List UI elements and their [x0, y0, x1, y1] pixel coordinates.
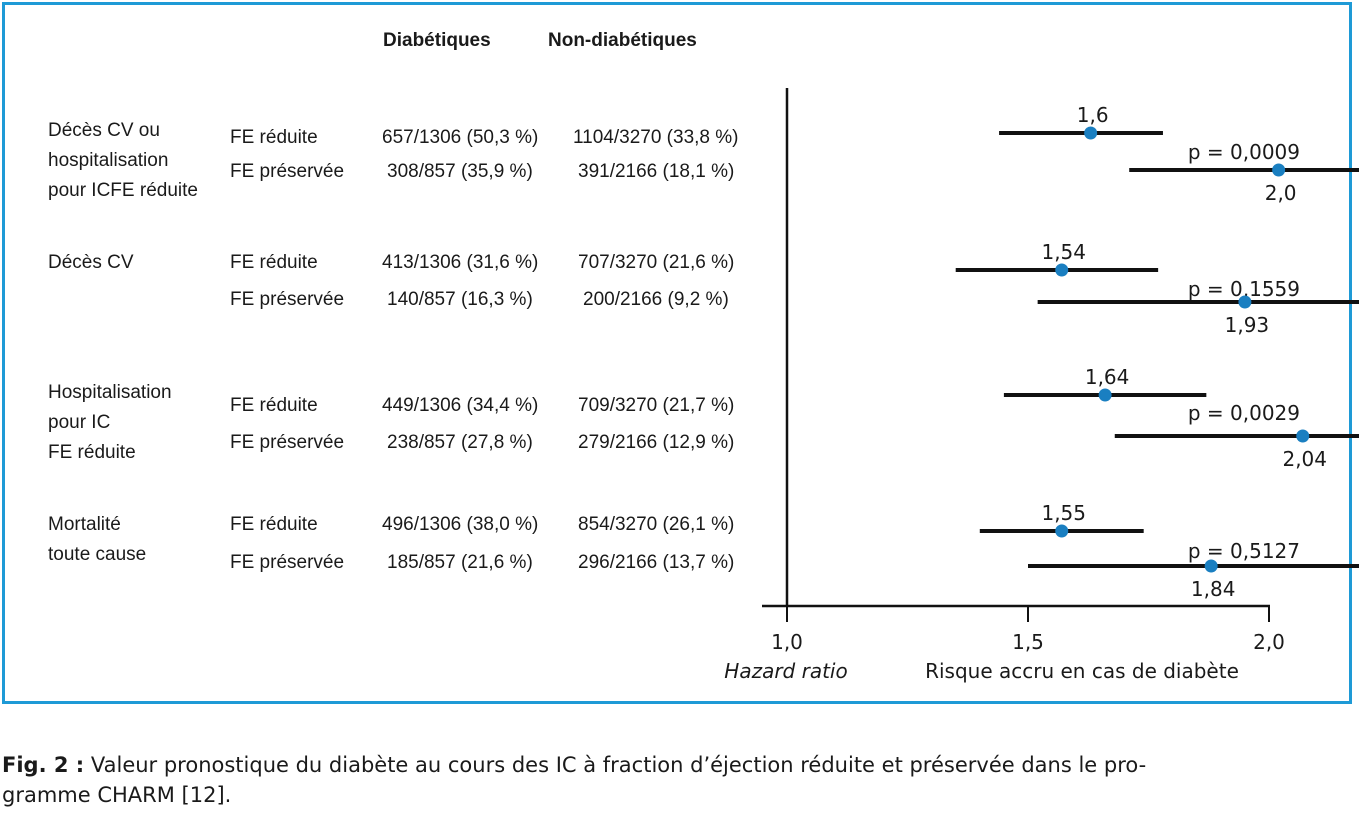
- hazard-ratio-point: [1296, 429, 1310, 443]
- hazard-ratio-label: 2,0: [1265, 181, 1297, 205]
- condition-label: FE réduite: [230, 252, 318, 273]
- diabetic-value: 496/1306 (38,0 %): [382, 514, 539, 535]
- diabetic-value: 449/1306 (34,4 %): [382, 395, 539, 416]
- hazard-ratio-label: 1,54: [1041, 240, 1086, 264]
- caption-text: Valeur pronostique du diabète au cours d…: [90, 753, 1147, 777]
- hazard-ratio-point: [1084, 126, 1098, 140]
- condition-label: FE préservée: [230, 552, 345, 573]
- outcome-line: Décès CV: [48, 252, 134, 273]
- non-diabetic-value: 391/2166 (18,1 %): [578, 161, 735, 182]
- hazard-ratio-label: 1,84: [1191, 577, 1236, 601]
- condition-label: FE réduite: [230, 514, 318, 535]
- diabetic-value: 308/857 (35,9 %): [387, 161, 533, 182]
- non-diabetic-value: 296/2166 (13,7 %): [578, 552, 735, 573]
- diabetic-value: 140/857 (16,3 %): [387, 289, 533, 310]
- outcome-label: Décès CV ou hospitalisation pour ICFE ré…: [48, 116, 198, 206]
- hazard-ratio-point: [1055, 263, 1069, 277]
- outcome-label: Mortalité toute cause: [48, 510, 146, 570]
- hazard-ratio-point: [1272, 163, 1286, 177]
- outcome-line: Mortalité: [48, 514, 121, 535]
- non-diabetic-value: 709/3270 (21,7 %): [578, 395, 735, 416]
- hazard-ratio-point: [1204, 559, 1218, 573]
- hazard-ratio-label: 1,6: [1077, 103, 1109, 127]
- hazard-ratio-label: 1,64: [1085, 365, 1130, 389]
- p-value: p = 0,0009: [1188, 140, 1300, 164]
- non-diabetic-value: 707/3270 (21,6 %): [578, 252, 735, 273]
- condition-label: FE préservée: [230, 432, 345, 453]
- hazard-ratio-label: 1,55: [1041, 501, 1086, 525]
- outcome-line: pour ICFE réduite: [48, 180, 198, 201]
- diabetic-value: 238/857 (27,8 %): [387, 432, 533, 453]
- caption-label: Fig. 2 :: [2, 753, 85, 777]
- condition-label: FE préservée: [230, 161, 345, 182]
- non-diabetic-value: 1104/3270 (33,8 %): [573, 127, 739, 148]
- outcome-line: pour IC: [48, 412, 111, 433]
- hazard-ratio-label: 2,04: [1282, 447, 1327, 471]
- diabetic-value: 185/857 (21,6 %): [387, 552, 533, 573]
- outcome-line: FE réduite: [48, 442, 136, 463]
- non-diabetic-value: 200/2166 (9,2 %): [583, 289, 729, 310]
- figure-caption: Fig. 2 : Valeur pronostique du diabète a…: [2, 750, 1342, 810]
- x-axis-label: Hazard ratio: [724, 659, 847, 683]
- x-tick-label: 1,0: [771, 630, 803, 654]
- caption-text-line2: gramme CHARM [12].: [2, 783, 232, 807]
- outcome-line: toute cause: [48, 544, 147, 565]
- header-diabetic: Diabétiques: [383, 30, 491, 51]
- figure-frame: [2, 2, 1352, 704]
- hazard-ratio-point: [1055, 524, 1069, 538]
- outcome-label: Hospitalisation pour IC FE réduite: [48, 378, 172, 468]
- p-value: p = 0,0029: [1188, 401, 1300, 425]
- x-axis-label-right: Risque accru en cas de diabète: [925, 659, 1239, 683]
- diabetic-value: 657/1306 (50,3 %): [382, 127, 539, 148]
- hazard-ratio-point: [1238, 295, 1252, 309]
- x-tick-label: 2,0: [1253, 630, 1285, 654]
- non-diabetic-value: 854/3270 (26,1 %): [578, 514, 735, 535]
- condition-label: FE réduite: [230, 127, 318, 148]
- diabetic-value: 413/1306 (31,6 %): [382, 252, 539, 273]
- hazard-ratio-point: [1098, 388, 1112, 402]
- p-value: p = 0,5127: [1188, 539, 1300, 563]
- header-non-diabetic: Non-diabétiques: [548, 30, 697, 51]
- condition-label: FE préservée: [230, 289, 345, 310]
- outcome-line: Décès CV ou: [48, 120, 160, 141]
- x-tick-label: 1,5: [1012, 630, 1044, 654]
- hazard-ratio-label: 1,93: [1225, 313, 1270, 337]
- outcome-line: Hospitalisation: [48, 382, 172, 403]
- non-diabetic-value: 279/2166 (12,9 %): [578, 432, 735, 453]
- condition-label: FE réduite: [230, 395, 318, 416]
- outcome-line: hospitalisation: [48, 150, 169, 171]
- outcome-label: Décès CV: [48, 248, 134, 278]
